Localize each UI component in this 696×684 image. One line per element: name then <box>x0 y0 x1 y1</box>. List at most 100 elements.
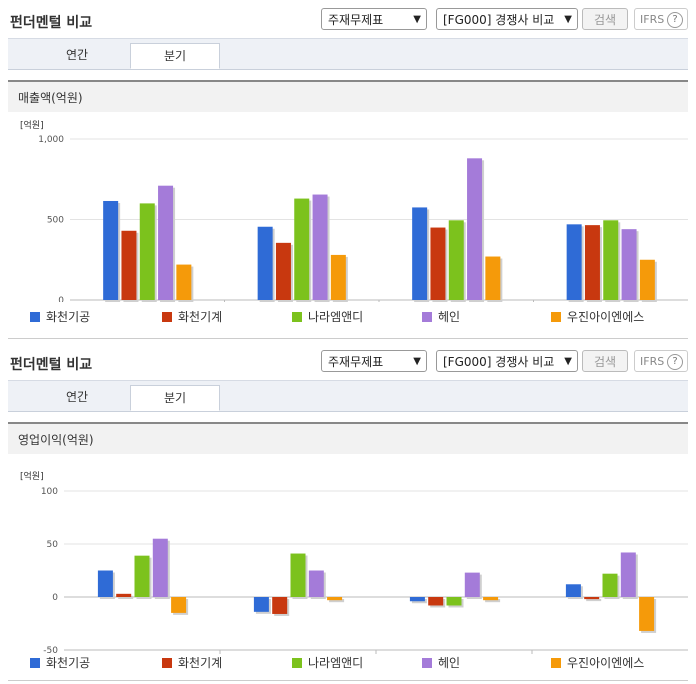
compare-select[interactable]: [FG000] 경쟁사 비교 ▼ <box>436 350 578 372</box>
revenue-chart-svg: [억원]05001,0002023/062023/092023/122024/0… <box>20 119 688 302</box>
bar <box>409 597 425 602</box>
legend-swatch <box>30 658 40 668</box>
legend-item[interactable]: 헤인 <box>422 654 460 671</box>
bar <box>584 597 600 600</box>
bar <box>566 224 582 300</box>
bar <box>308 570 324 597</box>
legend-label: 화천기공 <box>46 656 91 670</box>
metric-header: 매출액(억원) <box>8 80 688 112</box>
panel-header: 펀더멘털 비교 주재무제표 ▼ [FG000] 경쟁사 비교 ▼ 검색 IFRS… <box>0 342 696 380</box>
bar <box>257 226 273 300</box>
y-tick-label: 1,000 <box>38 135 64 145</box>
bar <box>275 242 291 300</box>
y-tick-label: 0 <box>58 296 64 302</box>
bar <box>620 552 636 597</box>
question-icon: ? <box>667 12 683 28</box>
revenue-chart: [억원]05001,0002023/062023/092023/122024/0… <box>8 112 688 330</box>
legend-label: 화천기계 <box>178 310 223 324</box>
legend-swatch <box>292 312 302 322</box>
bar <box>152 538 168 597</box>
bar-shadow <box>118 595 134 599</box>
legend-swatch <box>292 658 302 668</box>
compare-select[interactable]: [FG000] 경쟁사 비교 ▼ <box>436 8 578 30</box>
legend-item[interactable]: 화천기공 <box>30 654 90 671</box>
unit-label: [억원] <box>20 119 44 131</box>
tab-annual[interactable]: 연간 <box>65 390 89 404</box>
unit-label: [억원] <box>20 470 44 482</box>
period-tabs: 연간 분기 <box>8 38 688 70</box>
bar <box>290 553 306 597</box>
search-button[interactable]: 검색 <box>582 350 628 372</box>
bar <box>272 597 288 614</box>
bar <box>584 225 600 300</box>
y-tick-label: 100 <box>41 487 58 497</box>
question-icon: ? <box>667 354 683 370</box>
tab-annual[interactable]: 연간 <box>65 48 89 62</box>
legend-swatch <box>162 312 172 322</box>
legend-item[interactable]: 나라엠앤디 <box>292 654 363 671</box>
bar <box>330 254 346 300</box>
bar <box>171 597 187 613</box>
legend-swatch <box>422 658 432 668</box>
legend-item[interactable]: 나라엠앤디 <box>292 308 363 325</box>
operating-profit-chart-svg: [억원]-500501002023/062023/092023/122024/0… <box>20 470 688 654</box>
chevron-down-icon: ▼ <box>413 14 421 25</box>
ifrs-label: IFRS <box>640 13 665 26</box>
chevron-down-icon: ▼ <box>564 14 572 25</box>
legend-swatch <box>551 312 561 322</box>
divider <box>8 680 688 681</box>
legend-label: 헤인 <box>438 656 461 670</box>
bar <box>448 220 464 300</box>
fundamental-panel-1: 펀더멘털 비교 주재무제표 ▼ [FG000] 경쟁사 비교 ▼ 검색 IFRS… <box>0 0 696 330</box>
legend-label: 우진아이엔에스 <box>567 656 645 670</box>
bar <box>428 597 444 606</box>
legend-swatch <box>162 658 172 668</box>
bar <box>485 256 501 300</box>
bar-shadow <box>586 599 602 602</box>
bar <box>294 198 310 300</box>
ifrs-label: IFRS <box>640 355 665 368</box>
legend-item[interactable]: 화천기공 <box>30 308 90 325</box>
legend-swatch <box>30 312 40 322</box>
legend-swatch <box>422 312 432 322</box>
legend-item[interactable]: 우진아이엔에스 <box>551 308 644 325</box>
bar <box>639 259 655 300</box>
chevron-down-icon: ▼ <box>564 356 572 367</box>
legend-label: 화천기계 <box>178 656 223 670</box>
bar <box>116 593 132 597</box>
operating-profit-chart: [억원]-500501002023/062023/092023/122024/0… <box>8 454 688 672</box>
bar <box>467 158 483 300</box>
period-tabs: 연간 분기 <box>8 380 688 412</box>
ifrs-help-button[interactable]: IFRS ? <box>634 8 688 30</box>
panel-header: 펀더멘털 비교 주재무제표 ▼ [FG000] 경쟁사 비교 ▼ 검색 IFRS… <box>0 0 696 38</box>
legend-item[interactable]: 헤인 <box>422 308 460 325</box>
tab-quarterly[interactable]: 분기 <box>130 43 220 69</box>
statement-select[interactable]: 주재무제표 ▼ <box>321 350 427 372</box>
legend-label: 화천기공 <box>46 310 91 324</box>
bar <box>121 230 137 300</box>
search-button[interactable]: 검색 <box>582 8 628 30</box>
bar <box>621 229 637 300</box>
ifrs-help-button[interactable]: IFRS ? <box>634 350 688 372</box>
bar <box>176 264 192 300</box>
bar <box>139 203 155 300</box>
compare-select-value: [FG000] 경쟁사 비교 <box>443 355 555 369</box>
y-tick-label: -50 <box>43 646 58 654</box>
tab-quarterly[interactable]: 분기 <box>130 385 220 411</box>
legend-item[interactable]: 화천기계 <box>162 308 222 325</box>
chart-legend: 화천기공 화천기계 나라엠앤디 헤인 우진아이엔에스 <box>8 308 688 326</box>
y-tick-label: 0 <box>52 593 58 603</box>
legend-item[interactable]: 화천기계 <box>162 654 222 671</box>
bar <box>412 207 428 300</box>
statement-select[interactable]: 주재무제표 ▼ <box>321 8 427 30</box>
bar <box>602 573 618 597</box>
bar <box>253 597 269 612</box>
legend-item[interactable]: 우진아이엔에스 <box>551 654 644 671</box>
y-tick-label: 500 <box>47 216 64 226</box>
divider <box>8 338 688 339</box>
chevron-down-icon: ▼ <box>413 356 421 367</box>
bar <box>134 555 150 597</box>
metric-header: 영업이익(억원) <box>8 422 688 454</box>
panel-title: 펀더멘털 비교 <box>10 357 93 373</box>
compare-select-value: [FG000] 경쟁사 비교 <box>443 13 555 27</box>
